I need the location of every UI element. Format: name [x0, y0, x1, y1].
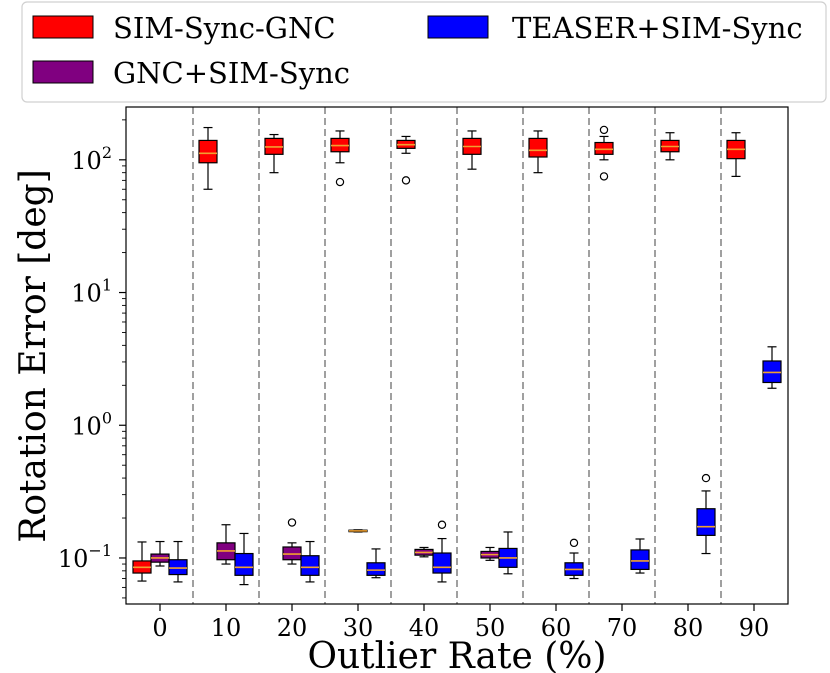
legend-label-teaser-sim-sync: TEASER+SIM-Sync [512, 11, 803, 45]
x-tick-label: 10 [211, 614, 242, 642]
outlier-point [599, 172, 609, 181]
box-sim-sync-gnc-80 [660, 132, 680, 161]
y-tick-label-exponent: 2 [102, 143, 112, 162]
x-tick-label: 90 [739, 614, 770, 642]
outlier-point [437, 520, 447, 529]
box-body [168, 559, 188, 576]
legend-swatch-gnc-sim-sync [32, 60, 94, 84]
box-gnc-sim-sync-0 [150, 540, 170, 567]
y-tick-label-base: 10 [71, 280, 102, 308]
box-sim-sync-gnc-50 [462, 130, 482, 170]
box-body [432, 552, 452, 574]
x-tick-label: 80 [673, 614, 704, 642]
box-teaser-sim-sync-30 [366, 548, 386, 579]
box-gnc-sim-sync-20 [282, 518, 302, 565]
box-teaser-sim-sync-50 [498, 531, 518, 575]
x-tick-label: 40 [409, 614, 440, 642]
box-body [198, 139, 218, 164]
legend-swatch-sim-sync-gnc [32, 15, 94, 39]
box-body [528, 137, 548, 158]
box-body [300, 555, 320, 576]
x-tick-label: 70 [607, 614, 638, 642]
plot-frame [125, 106, 789, 605]
box-body [696, 508, 716, 536]
y-tick-label-exponent: 1 [102, 276, 112, 295]
box-sim-sync-gnc-70 [594, 125, 614, 181]
box-body [366, 562, 386, 576]
box-body [234, 552, 254, 576]
x-axis: 0 10 20 30 40 50 60 70 80 90 [152, 604, 769, 642]
y-tick-label: 101 [71, 276, 112, 308]
legend-frame [21, 1, 827, 103]
x-tick-label: 30 [343, 614, 374, 642]
y-tick-label: 10−1 [58, 541, 112, 573]
box-teaser-sim-sync-80 [696, 473, 716, 555]
outlier-point [287, 518, 297, 527]
box-sim-sync-gnc-60 [528, 130, 548, 174]
box-teaser-sim-sync-0 [168, 540, 188, 583]
legend-swatch-teaser-sim-sync [427, 15, 489, 39]
outlier-point [401, 176, 411, 185]
box-gnc-sim-sync-50 [480, 546, 500, 561]
y-tick-label-base: 10 [71, 412, 102, 440]
box-sim-sync-gnc-90 [726, 132, 746, 177]
x-tick-label: 60 [541, 614, 572, 642]
x-tick-label: 50 [475, 614, 506, 642]
x-axis-label: Outlier Rate (%) [307, 636, 606, 673]
box-teaser-sim-sync-20 [300, 540, 320, 583]
box-gnc-sim-sync-30 [348, 529, 368, 533]
legend-label-sim-sync-gnc: SIM-Sync-GNC [113, 11, 336, 45]
category-separators [192, 107, 722, 604]
y-axis-label: Rotation Error [deg] [13, 169, 54, 543]
box-sim-sync-gnc-40 [396, 135, 416, 185]
y-tick-label-exponent: 0 [102, 408, 112, 427]
outlier-point [569, 538, 579, 548]
box-gnc-sim-sync-40 [414, 546, 434, 558]
box-teaser-sim-sync-40 [432, 520, 452, 583]
box-sim-sync-gnc-30 [330, 130, 350, 187]
box-sim-sync-gnc-20 [264, 133, 284, 174]
box-gnc-sim-sync-10 [216, 524, 236, 565]
box-teaser-sim-sync-10 [234, 532, 254, 586]
box-teaser-sim-sync-90 [762, 346, 782, 389]
outlier-point [599, 125, 609, 135]
outlier-point [701, 473, 711, 483]
x-tick-label: 0 [152, 614, 167, 642]
y-tick-label-base: 10 [71, 147, 102, 175]
y-tick-label: 102 [71, 143, 112, 175]
box-series [132, 125, 782, 586]
box-teaser-sim-sync-70 [630, 538, 650, 574]
box-sim-sync-gnc-0 [132, 541, 152, 582]
x-tick-label: 20 [277, 614, 308, 642]
legend: SIM-Sync-GNC TEASER+SIM-Sync GNC+SIM-Syn… [21, 1, 827, 103]
box-body [630, 549, 650, 571]
box-teaser-sim-sync-60 [564, 538, 584, 580]
box-sim-sync-gnc-10 [198, 126, 218, 190]
y-tick-label: 100 [71, 408, 112, 440]
outlier-point [335, 177, 345, 187]
legend-label-gnc-sim-sync: GNC+SIM-Sync [113, 56, 350, 90]
y-tick-label-exponent: −1 [88, 541, 112, 560]
box-body [594, 141, 614, 155]
y-tick-label-base: 10 [58, 545, 89, 573]
